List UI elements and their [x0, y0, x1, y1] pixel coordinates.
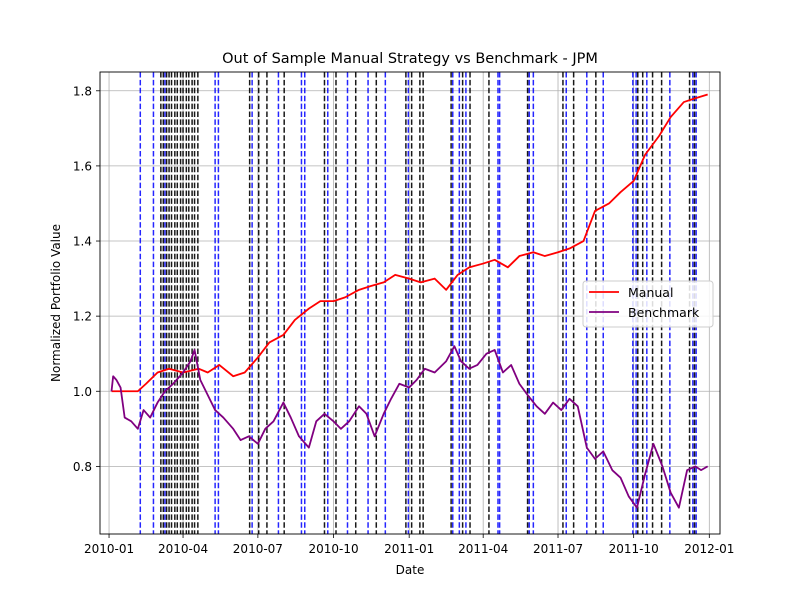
x-axis-label: Date [396, 563, 425, 577]
x-tick-label: 2011-04 [458, 542, 508, 556]
y-tick-label: 0.8 [73, 460, 92, 474]
x-tick-label: 2011-10 [609, 542, 659, 556]
x-tick-label: 2011-07 [533, 542, 583, 556]
y-tick-label: 1.6 [73, 159, 92, 173]
chart-title: Out of Sample Manual Strategy vs Benchma… [222, 51, 598, 67]
legend-manual-label: Manual [628, 285, 673, 300]
x-axis-ticks: 2010-01 2010-04 2010-07 2010-10 2011-01 2011-… [84, 534, 734, 556]
benchmark-series-line [110, 345, 709, 509]
y-axis-ticks: 0.8 1.0 1.2 1.4 1.6 1.8 [73, 84, 100, 474]
y-tick-label: 1.2 [73, 310, 92, 324]
y-tick-label: 1.8 [73, 84, 92, 98]
x-tick-label: 2010-10 [308, 542, 358, 556]
plot-frame [99, 71, 721, 535]
x-tick-label: 2010-04 [158, 542, 208, 556]
x-tick-label: 2011-01 [384, 542, 434, 556]
legend-benchmark-label: Benchmark [628, 305, 700, 320]
y-axis-label: Normalized Portfolio Value [49, 224, 63, 382]
legend: Manual Benchmark [582, 280, 714, 328]
x-tick-label: 2010-07 [233, 542, 283, 556]
x-tick-label: 2010-01 [84, 542, 134, 556]
y-tick-label: 1.4 [73, 235, 92, 249]
y-tick-label: 1.0 [73, 385, 92, 399]
series-lines [110, 93, 709, 509]
manual-series-line [111, 93, 708, 393]
x-tick-label: 2012-01 [684, 542, 734, 556]
